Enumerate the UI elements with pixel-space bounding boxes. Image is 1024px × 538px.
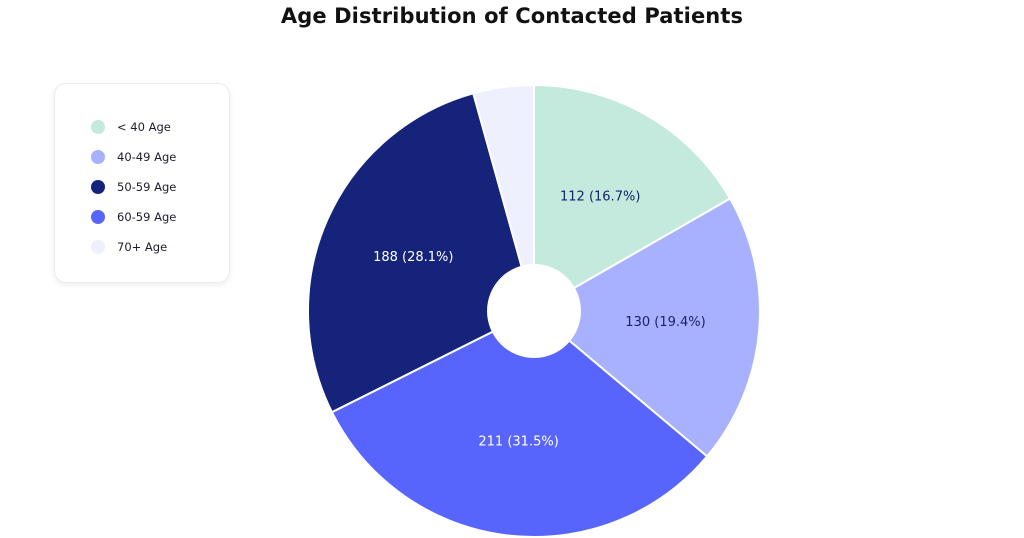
legend-label: 40-49 Age	[117, 150, 177, 164]
slice-label-40-49-age: 130 (19.4%)	[625, 315, 705, 330]
pie-slice-60-59-age[interactable]	[330, 309, 709, 538]
donut-hole	[487, 264, 581, 358]
legend: < 40 Age 40-49 Age 50-59 Age 60-59 Age 7…	[54, 83, 230, 283]
pie-slice-70-age[interactable]	[472, 83, 535, 312]
legend-swatch	[91, 120, 105, 134]
pie-slice-40-49-age[interactable]	[532, 197, 761, 458]
chart-title: Age Distribution of Contacted Patients	[280, 4, 744, 28]
legend-swatch	[91, 180, 105, 194]
legend-swatch	[91, 150, 105, 164]
legend-label: 50-59 Age	[117, 180, 177, 194]
legend-swatch	[91, 240, 105, 254]
slice-label-60-59-age: 211 (31.5%)	[478, 435, 558, 450]
slice-label-50-59-age: 188 (28.1%)	[373, 250, 453, 265]
legend-item[interactable]: 40-49 Age	[55, 142, 229, 172]
legend-swatch	[91, 210, 105, 224]
slice-label-40-age: 112 (16.7%)	[560, 189, 640, 204]
legend-item[interactable]: 60-59 Age	[55, 202, 229, 232]
legend-label: 70+ Age	[117, 240, 168, 254]
legend-label: < 40 Age	[117, 120, 171, 134]
legend-item[interactable]: 70+ Age	[55, 232, 229, 262]
legend-label: 60-59 Age	[117, 210, 177, 224]
legend-item[interactable]: < 40 Age	[55, 112, 229, 142]
pie-slice-40-age[interactable]	[533, 83, 732, 313]
legend-item[interactable]: 50-59 Age	[55, 172, 229, 202]
pie-slice-50-59-age[interactable]	[307, 92, 536, 414]
